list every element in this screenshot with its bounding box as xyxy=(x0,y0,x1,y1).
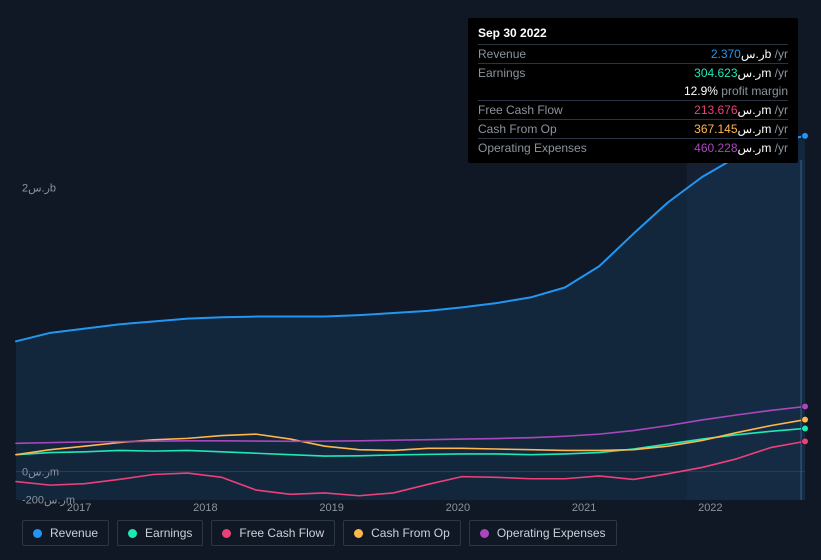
tooltip-row: 12.9% profit margin xyxy=(478,82,788,100)
legend-label: Cash From Op xyxy=(371,526,450,540)
chart-legend: Revenue Earnings Free Cash Flow Cash From O… xyxy=(22,520,617,546)
tooltip-value: 460.228ر.سm /yr xyxy=(694,141,788,155)
x-axis-labels: 201720182019202020212022 xyxy=(16,502,805,522)
x-axis-label: 2018 xyxy=(193,502,217,514)
legend-label: Free Cash Flow xyxy=(239,526,324,540)
legend-label: Operating Expenses xyxy=(497,526,606,540)
chart-area[interactable]: 201720182019202020212022 2ر.سb0ر.سm-200ر… xyxy=(16,160,805,500)
legend-item[interactable]: Operating Expenses xyxy=(469,520,617,546)
x-axis-label: 2019 xyxy=(319,502,343,514)
legend-dot xyxy=(128,529,137,538)
legend-item[interactable]: Earnings xyxy=(117,520,203,546)
x-axis-label: 2021 xyxy=(572,502,596,514)
legend-dot xyxy=(222,529,231,538)
chart-tooltip: Sep 30 2022 Revenue 2.370ر.سb /yr Earnings… xyxy=(468,18,798,163)
tooltip-value: 2.370ر.سb /yr xyxy=(711,47,788,61)
tooltip-row: Cash From Op 367.145ر.سm /yr xyxy=(478,119,788,138)
tooltip-value: 367.145ر.سm /yr xyxy=(694,122,788,136)
tooltip-value: 304.623ر.سm /yr xyxy=(694,66,788,80)
tooltip-row: Operating Expenses 460.228ر.سm /yr xyxy=(478,138,788,157)
tooltip-label: Operating Expenses xyxy=(478,141,587,155)
tooltip-value: 213.676ر.سm /yr xyxy=(694,103,788,117)
legend-dot xyxy=(33,529,42,538)
legend-dot xyxy=(480,529,489,538)
chart-svg xyxy=(16,160,805,500)
legend-label: Earnings xyxy=(145,526,192,540)
tooltip-label: Earnings xyxy=(478,66,525,80)
legend-item[interactable]: Revenue xyxy=(22,520,109,546)
tooltip-row: Earnings 304.623ر.سm /yr xyxy=(478,63,788,82)
tooltip-label: Revenue xyxy=(478,47,526,61)
tooltip-label: Cash From Op xyxy=(478,122,557,136)
tooltip-row: Free Cash Flow 213.676ر.سm /yr xyxy=(478,100,788,119)
tooltip-row: Revenue 2.370ر.سb /yr xyxy=(478,44,788,63)
tooltip-value: 12.9% profit margin xyxy=(684,84,788,98)
x-axis-label: 2022 xyxy=(698,502,722,514)
tooltip-label: Free Cash Flow xyxy=(478,103,563,117)
legend-dot xyxy=(354,529,363,538)
x-axis-label: 2020 xyxy=(446,502,470,514)
legend-label: Revenue xyxy=(50,526,98,540)
legend-item[interactable]: Cash From Op xyxy=(343,520,461,546)
tooltip-title: Sep 30 2022 xyxy=(478,24,788,44)
legend-item[interactable]: Free Cash Flow xyxy=(211,520,335,546)
